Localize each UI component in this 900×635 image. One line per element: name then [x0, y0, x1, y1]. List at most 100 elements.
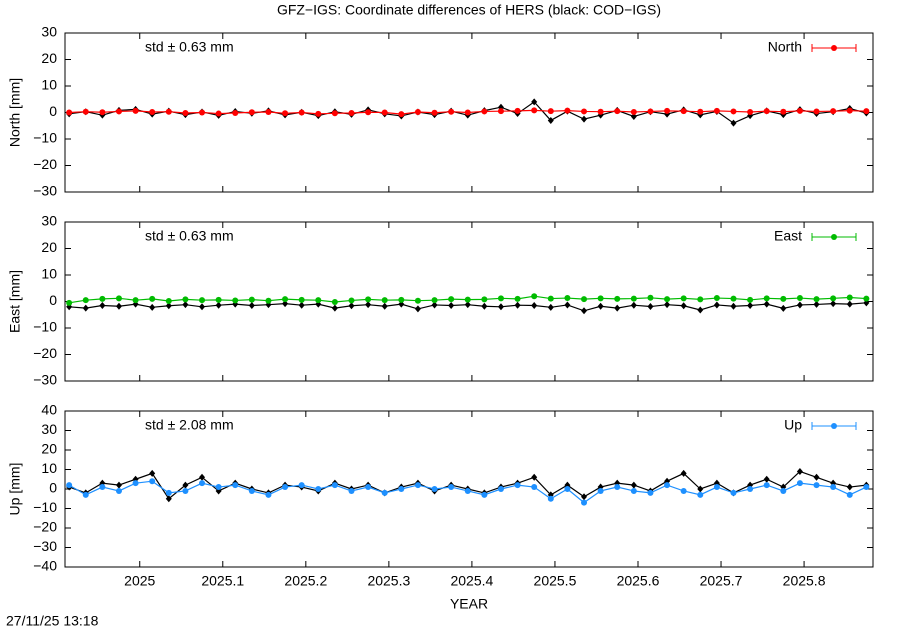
data-point [846, 294, 853, 301]
data-point [730, 119, 737, 127]
data-point [132, 107, 139, 114]
y-tick-label: −20 [33, 519, 57, 535]
data-point [531, 473, 538, 481]
data-point [282, 110, 289, 117]
data-point [680, 302, 687, 310]
data-point [597, 487, 604, 494]
data-point [830, 108, 837, 115]
y-tick-label: 10 [41, 266, 57, 282]
y-tick-label: −20 [33, 345, 57, 361]
data-point [813, 473, 820, 481]
data-point [614, 295, 621, 302]
y-axis-label: Up [mm] [7, 463, 23, 516]
data-point [132, 480, 139, 487]
data-point [630, 112, 637, 120]
data-point [630, 487, 637, 494]
data-point [315, 110, 322, 117]
y-tick-label: 10 [41, 460, 57, 476]
data-point [381, 489, 388, 496]
y-tick-label: 30 [41, 24, 57, 40]
data-point [796, 107, 803, 114]
data-point [199, 473, 206, 481]
data-point [514, 107, 521, 114]
data-point [282, 484, 289, 491]
data-point [414, 482, 421, 489]
data-point [182, 481, 189, 489]
data-point [381, 302, 388, 310]
data-point [581, 296, 588, 303]
data-point [531, 301, 538, 309]
data-point [846, 300, 853, 308]
data-point [763, 295, 770, 302]
data-point [614, 108, 621, 115]
data-point [597, 302, 604, 310]
legend-label: North [768, 39, 802, 55]
data-point [581, 493, 588, 501]
data-point [813, 108, 820, 115]
x-tick-label: 2025.1 [201, 573, 244, 589]
data-point [697, 306, 704, 314]
data-point [115, 108, 122, 115]
x-tick-label: 2025.2 [284, 573, 327, 589]
data-point [365, 301, 372, 309]
data-point [581, 499, 588, 506]
data-point [680, 469, 687, 477]
data-point [182, 487, 189, 494]
data-point [331, 304, 338, 312]
data-point [182, 110, 189, 117]
legend-symbol [831, 45, 837, 51]
data-point [713, 107, 720, 114]
y-tick-label: 20 [41, 239, 57, 255]
x-tick-label: 2025.4 [450, 573, 493, 589]
data-point [99, 301, 106, 309]
data-point [747, 108, 754, 115]
data-point [132, 297, 139, 304]
data-point [514, 482, 521, 489]
data-point [82, 304, 89, 312]
data-point [232, 482, 239, 489]
data-point [780, 108, 787, 115]
x-tick-label: 2025.8 [783, 573, 826, 589]
data-point [265, 491, 272, 498]
y-tick-label: 0 [49, 103, 57, 119]
data-point [431, 301, 438, 309]
data-point [813, 482, 820, 489]
y-tick-label: −20 [33, 156, 57, 172]
data-point [664, 301, 671, 309]
data-point [531, 293, 538, 300]
data-point [547, 116, 554, 124]
data-point [514, 295, 521, 302]
data-point [680, 487, 687, 494]
data-point [863, 108, 870, 115]
data-point [82, 491, 89, 498]
y-tick-label: 20 [41, 50, 57, 66]
x-tick-label: 2025.6 [617, 573, 660, 589]
x-tick-label: 2025 [124, 573, 155, 589]
data-point [414, 297, 421, 304]
data-point [763, 300, 770, 308]
data-point [647, 108, 654, 115]
data-point [630, 301, 637, 309]
data-point [215, 301, 222, 309]
std-annotation: std ± 0.63 mm [145, 39, 234, 55]
data-point [365, 296, 372, 303]
std-annotation: std ± 2.08 mm [145, 417, 234, 433]
data-point [365, 484, 372, 491]
data-point [265, 297, 272, 304]
data-point [697, 296, 704, 303]
data-point [431, 486, 438, 492]
data-point [165, 297, 172, 304]
series-line [68, 470, 867, 500]
data-point [282, 300, 289, 308]
data-point [365, 109, 372, 116]
data-point [381, 109, 388, 116]
data-point [531, 484, 538, 491]
data-point [846, 483, 853, 491]
data-point [232, 110, 239, 117]
data-point [298, 482, 305, 489]
data-point [763, 475, 770, 483]
data-point [630, 108, 637, 115]
data-point [514, 301, 521, 309]
data-point [448, 301, 455, 309]
data-point [331, 482, 338, 489]
